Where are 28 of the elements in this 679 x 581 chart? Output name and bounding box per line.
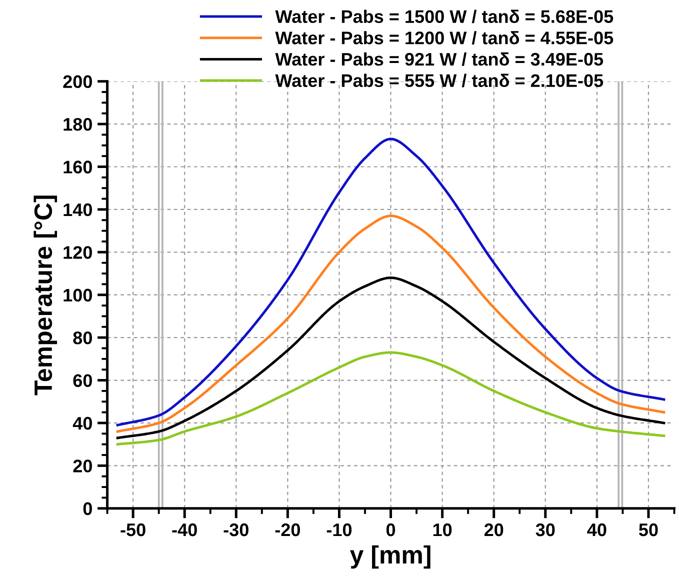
y-tick-label: 180 [64,118,92,131]
x-axis-title: y [mm] [350,545,430,569]
y-tick-label: 160 [64,160,92,174]
x-tick-label: -50 [120,523,146,536]
y-tick-label: 200 [63,75,92,88]
x-tick-label: 50 [638,523,658,536]
x-tick-label: 40 [587,523,606,536]
y-tick-label: 120 [64,246,92,259]
x-tick-label: -10 [326,523,352,536]
legend-label: Water - Pabs = 921 W / tanδ = 3.49E-05 [275,52,604,66]
legend-label: Water - Pabs = 555 W / tanδ = 2.10E-05 [275,74,604,88]
x-tick-label: 0 [386,523,396,536]
y-tick-label: 0 [83,502,92,516]
x-tick-label: -40 [172,523,197,536]
y-axis-title: Temperature [°C] [34,196,58,396]
x-tick-label: 20 [484,523,504,536]
x-tick-label: -20 [275,523,300,536]
legend-label: Water - Pabs = 1500 W / tanδ = 5.68E-05 [275,10,614,24]
y-tick-label: 140 [64,203,92,216]
y-tick-label: 40 [72,416,92,430]
y-tick-label: 60 [73,374,92,387]
x-tick-label: 10 [433,523,452,536]
y-tick-label: 20 [73,460,92,472]
y-tick-label: 80 [73,331,92,344]
x-tick-label: 30 [536,523,555,536]
x-tick-label: -30 [224,523,248,536]
legend-label: Water - Pabs = 1200 W / tanδ = 4.55E-05 [275,31,614,45]
y-tick-label: 100 [64,288,92,302]
